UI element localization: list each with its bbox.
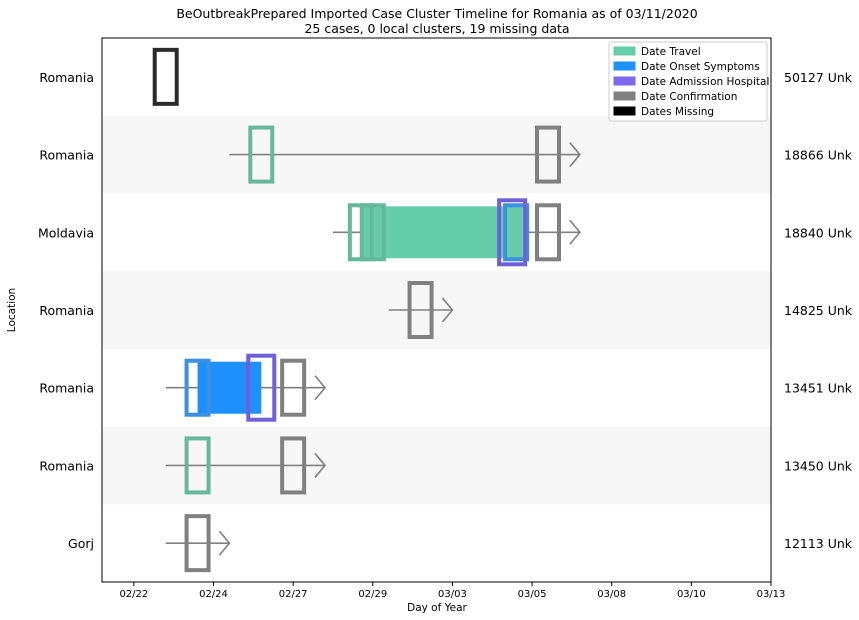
legend-swatch [613, 76, 636, 86]
x-tick-label: 03/13 [757, 589, 786, 600]
row-arrow-head [314, 452, 327, 478]
row-arrow-head [569, 219, 581, 245]
x-tick-label: 03/10 [677, 589, 706, 600]
y-tick-label: Romania [39, 381, 94, 396]
row-arrow-head [569, 142, 581, 168]
case-id-label: 18840 Unk [784, 225, 853, 240]
travel-marker [184, 436, 211, 495]
confirmation-marker [407, 281, 434, 339]
confirmation-marker [280, 436, 307, 495]
legend-box [608, 41, 768, 122]
case-id-label: 14825 Unk [784, 303, 853, 318]
travel-marker [248, 125, 275, 184]
x-tick-label: 02/22 [119, 589, 148, 600]
row-arrow-head [218, 530, 231, 556]
legend-swatch [613, 106, 636, 116]
legend: Date Travel Date Onset Symptoms Date Admis… [608, 41, 769, 122]
legend-label: Dates Missing [641, 106, 714, 118]
y-tick-label: Romania [39, 70, 94, 85]
case-id-label: 50127 Unk [784, 70, 853, 85]
y-axis-labels: Romania Romania Moldavia Romania Romania Roma… [38, 70, 94, 551]
plot-area [102, 47, 771, 573]
admission-marker [497, 198, 528, 267]
legend-label: Date Travel [641, 46, 701, 58]
travel-marker [359, 203, 386, 262]
legend-swatch [613, 91, 636, 101]
y-tick-label: Gorj [68, 536, 94, 551]
case-labels: 50127 Unk 18866 Unk 18840 Unk 14825 Unk 1345… [784, 70, 853, 551]
legend-swatch [613, 61, 636, 71]
missing-marker [152, 47, 179, 106]
travel-span-bar [360, 206, 529, 259]
y-tick-label: Moldavia [38, 225, 94, 240]
case-id-label: 13451 Unk [784, 381, 853, 396]
case-id-label: 13450 Unk [784, 458, 853, 473]
x-tick-label: 03/05 [518, 589, 547, 600]
case-id-label: 12113 Unk [784, 536, 853, 551]
x-tick-label: 02/29 [358, 589, 387, 600]
confirmation-marker [280, 358, 307, 417]
chart-title: BeOutbreakPrepared Imported Case Cluster… [176, 6, 697, 21]
legend-label: Date Confirmation [641, 91, 737, 103]
legend-label: Date Admission Hospital [641, 76, 769, 88]
case-id-label: 18866 Unk [784, 148, 853, 163]
x-tick-label: 03/03 [438, 589, 467, 600]
y-tick-label: Romania [39, 148, 94, 163]
x-tick-label: 03/08 [597, 589, 626, 600]
x-axis: 02/22 02/24 02/27 02/29 03/03 03/05 03/08 03/10… [119, 582, 785, 600]
confirmation-marker [535, 125, 561, 184]
x-axis-label: Day of Year [407, 602, 467, 614]
confirmation-marker [535, 203, 561, 262]
y-axis-label: Location [6, 288, 18, 332]
legend-swatch [613, 46, 636, 56]
y-tick-label: Romania [39, 458, 94, 473]
confirmation-marker [184, 514, 211, 573]
onset-marker [184, 358, 211, 417]
row-arrow-head [441, 297, 454, 323]
x-tick-label: 02/27 [279, 589, 308, 600]
chart-subtitle: 25 cases, 0 local clusters, 19 missing d… [304, 21, 569, 36]
x-tick-label: 02/24 [199, 589, 228, 600]
legend-label: Date Onset Symptoms [641, 61, 760, 73]
y-tick-label: Romania [39, 303, 94, 318]
plot-frame [101, 37, 772, 583]
row-arrow-head [314, 375, 327, 401]
admission-marker [246, 353, 277, 422]
